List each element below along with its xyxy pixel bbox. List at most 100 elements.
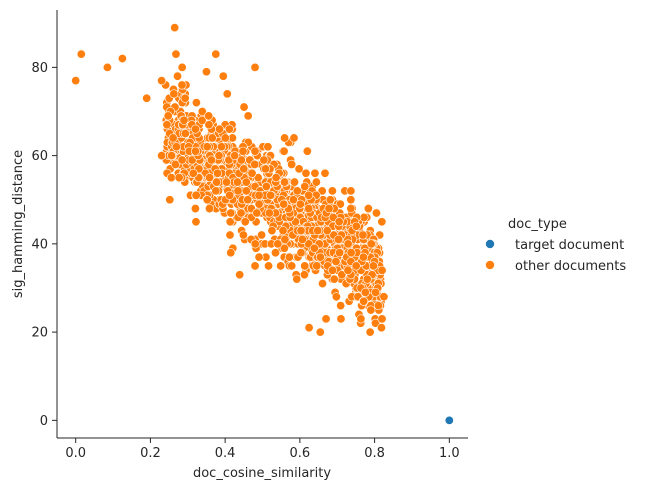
point-other-documents — [180, 93, 190, 103]
point-other-documents — [273, 239, 283, 249]
point-other-documents — [236, 208, 246, 218]
point-other-documents — [226, 248, 236, 258]
point-other-documents — [117, 54, 127, 64]
point-other-documents — [322, 226, 332, 236]
point-other-documents — [239, 102, 249, 112]
point-other-documents — [171, 142, 181, 152]
point-other-documents — [336, 314, 346, 324]
point-other-documents — [264, 261, 274, 271]
point-other-documents — [167, 151, 177, 161]
point-other-documents — [163, 111, 173, 121]
point-other-documents — [351, 261, 361, 271]
point-other-documents — [207, 133, 217, 143]
point-other-documents — [225, 230, 235, 240]
point-other-documents — [360, 287, 370, 297]
point-other-documents — [300, 181, 310, 191]
point-other-documents — [358, 252, 368, 262]
point-other-documents — [238, 146, 248, 156]
point-other-documents — [215, 124, 225, 134]
point-other-documents — [250, 261, 260, 271]
point-other-documents — [302, 146, 312, 156]
point-other-documents — [331, 257, 341, 267]
point-other-documents — [363, 204, 373, 214]
point-other-documents — [257, 230, 267, 240]
point-other-documents — [320, 168, 330, 178]
y-tick-label: 20 — [31, 326, 48, 341]
point-other-documents — [335, 199, 345, 209]
point-other-documents — [313, 226, 323, 236]
point-other-documents — [205, 204, 215, 214]
x-axis-title: doc_cosine_similarity — [193, 466, 331, 481]
point-other-documents — [211, 186, 221, 196]
point-other-documents — [292, 274, 302, 284]
y-tick-label: 0 — [40, 414, 48, 429]
point-other-documents — [191, 217, 201, 227]
point-other-documents — [157, 151, 167, 161]
point-other-documents — [371, 208, 381, 218]
point-other-documents — [366, 305, 376, 315]
point-other-documents — [351, 221, 361, 231]
point-other-documents — [179, 115, 189, 125]
point-other-documents — [343, 265, 353, 275]
point-other-documents — [315, 327, 325, 337]
point-other-documents — [321, 314, 331, 324]
point-other-documents — [358, 230, 368, 240]
point-other-documents — [197, 106, 207, 116]
point-other-documents — [250, 239, 260, 249]
point-other-documents — [216, 142, 226, 152]
point-other-documents — [335, 248, 345, 258]
point-other-documents — [252, 208, 262, 218]
point-other-documents — [346, 195, 356, 205]
point-other-documents — [287, 159, 297, 169]
point-other-documents — [278, 226, 288, 236]
point-other-documents — [295, 199, 305, 209]
point-other-documents — [297, 234, 307, 244]
point-other-documents — [318, 279, 328, 289]
point-other-documents — [239, 164, 249, 174]
point-other-documents — [236, 155, 246, 165]
point-other-documents — [267, 226, 277, 236]
point-other-documents — [168, 133, 178, 143]
point-other-documents — [328, 265, 338, 275]
point-other-documents — [287, 261, 297, 271]
x-tick-label: 0.6 — [290, 446, 311, 461]
point-other-documents — [174, 173, 184, 183]
legend-marker-target-document — [485, 239, 495, 249]
point-other-documents — [359, 296, 369, 306]
y-tick-label: 60 — [31, 149, 48, 164]
point-other-documents — [254, 199, 264, 209]
point-other-documents — [289, 133, 299, 143]
point-other-documents — [76, 49, 86, 59]
point-other-documents — [366, 239, 376, 249]
point-other-documents — [279, 146, 289, 156]
point-other-documents — [336, 301, 346, 311]
point-other-documents — [373, 301, 383, 311]
x-tick-label: 0.8 — [364, 446, 385, 461]
point-other-documents — [170, 23, 180, 33]
point-other-documents — [315, 252, 325, 262]
point-other-documents — [142, 93, 152, 103]
point-other-documents — [102, 62, 112, 72]
point-other-documents — [377, 265, 387, 275]
point-other-documents — [296, 226, 306, 236]
point-other-documents — [241, 177, 251, 187]
point-other-documents — [346, 248, 356, 258]
y-tick-label: 40 — [31, 237, 48, 252]
point-other-documents — [365, 327, 375, 337]
data-points — [71, 23, 454, 425]
point-other-documents — [296, 248, 306, 258]
point-other-documents — [264, 208, 274, 218]
legend-label-other-documents: other documents — [515, 259, 626, 274]
point-other-documents — [304, 190, 314, 200]
point-other-documents — [241, 186, 251, 196]
point-other-documents — [214, 151, 224, 161]
point-other-documents — [166, 173, 176, 183]
point-other-documents — [362, 274, 372, 284]
point-other-documents — [173, 71, 183, 81]
x-tick-label: 0.0 — [65, 446, 86, 461]
point-other-documents — [253, 173, 263, 183]
x-tick-label: 1.0 — [439, 446, 460, 461]
point-other-documents — [197, 115, 207, 125]
point-other-documents — [191, 190, 201, 200]
point-other-documents — [250, 62, 260, 72]
